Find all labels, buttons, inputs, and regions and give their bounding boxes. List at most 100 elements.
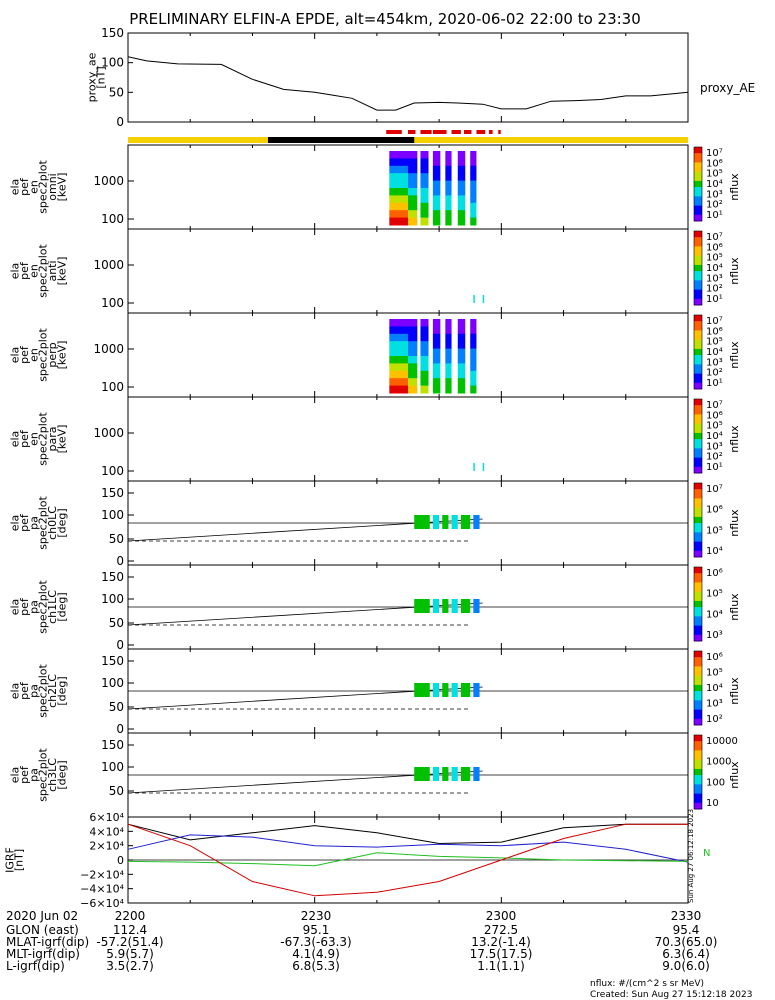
- colorbar-segment: [694, 268, 702, 272]
- spectrogram-cell: [432, 151, 441, 159]
- spectrogram-cell: [389, 363, 408, 372]
- colorbar-segment: [694, 184, 702, 188]
- colorbar-tick-label: 10²: [706, 452, 723, 463]
- colorbar-segment: [694, 252, 702, 257]
- spectrogram-cell: [445, 370, 452, 379]
- y-axis-label-line: [deg]: [56, 592, 69, 621]
- y-axis-label-line: [keV]: [56, 257, 69, 286]
- colorbar-segment: [694, 469, 702, 474]
- panel-frame: [127, 228, 689, 314]
- spectrogram-panel: elapefpaspec2plotch2LC[deg] 150 100 50 0 10⁶ 1…: [9, 648, 741, 736]
- y-axis-label-line: IGRF: [3, 847, 16, 873]
- colorbar-tick-label: 10⁶: [706, 242, 723, 253]
- spectrogram-cell: [442, 767, 449, 781]
- colorbar-segment: [694, 504, 702, 509]
- y-axis-label-line: pef: [18, 345, 31, 364]
- colorbar-frame: [693, 314, 703, 390]
- colorbar-segment: [694, 361, 702, 365]
- colorbar-frame: [693, 482, 703, 558]
- y-axis-label-line: pa: [27, 768, 40, 782]
- y-axis-label-line: ela: [9, 179, 22, 196]
- spectrogram-cell: [445, 188, 452, 196]
- colorbar-segment: [694, 339, 702, 344]
- footer-row: 2020 Jun 02 2200 2230 2300 2330: [6, 909, 701, 923]
- y-axis-label-line: ch2LC: [46, 674, 59, 708]
- colorbar-label: nflux: [728, 173, 741, 201]
- colorbar-segment: [694, 570, 702, 574]
- spectrogram-panel: elapefenspec2plotanti[keV] 100010010⁷10⁶1…: [9, 228, 741, 314]
- colorbar-segment: [694, 778, 702, 782]
- colorbar-segment: [694, 292, 702, 297]
- colorbar-segment: [694, 498, 702, 502]
- y-axis-label: elapefpaspec2plotch0LC[deg]: [9, 496, 69, 550]
- y-tick-label: 50: [109, 616, 124, 630]
- spectrogram-cell: [408, 195, 418, 204]
- spectrogram-cell: [420, 195, 429, 204]
- colorbar-segment: [694, 762, 702, 767]
- colorbar-tick-label: 10⁶: [706, 652, 723, 663]
- colorbar-segment: [694, 520, 702, 524]
- colorbar-tick-label: 10⁷: [706, 148, 723, 159]
- colorbar-tick-label: 10⁵: [706, 525, 723, 536]
- colorbar-tick-label: 10⁴: [706, 431, 723, 442]
- red-mark: [432, 130, 447, 134]
- colorbar-segment: [694, 483, 702, 487]
- spectrogram-cell: [408, 151, 418, 159]
- colorbar-segment: [694, 523, 702, 527]
- spectrogram-cell: [408, 217, 418, 226]
- y-tick-label: 50: [109, 700, 124, 714]
- y-axis-label-line: pef: [18, 765, 31, 784]
- spectrogram-cell: [420, 378, 429, 387]
- colorbar-segment: [694, 507, 702, 512]
- colorbar-segment: [694, 538, 702, 543]
- y-tick-label: 0: [116, 115, 124, 129]
- colorbar-segment: [694, 691, 702, 695]
- colorbar-segment: [694, 718, 702, 723]
- spectrogram-cell: [445, 158, 452, 167]
- colorbar-segment: [694, 579, 702, 583]
- spectrogram-cell: [420, 188, 429, 196]
- y-tick-label: 0: [117, 854, 124, 867]
- spectrogram-cell: [457, 378, 466, 387]
- colorbar-label: nflux: [728, 257, 741, 285]
- colorbar-segment: [694, 594, 702, 599]
- colorbar-segment: [694, 513, 702, 518]
- y-tick-label: 150: [101, 570, 124, 584]
- colorbar-segment: [694, 190, 702, 194]
- spectrogram-cell: [445, 319, 452, 327]
- spectrogram-cell: [457, 165, 466, 174]
- colorbar-segment: [694, 423, 702, 428]
- colorbar-segment: [694, 405, 702, 409]
- spectrogram-cell: [457, 341, 466, 350]
- spectrogram-panel: elapefpaspec2plotch3LC[deg] 150 100 50 10000…: [9, 732, 741, 818]
- footer-value: 70.3(65.0): [655, 935, 718, 949]
- spectrogram-cell: [457, 195, 466, 204]
- spectrogram-cell: [445, 378, 452, 387]
- colorbar-segment: [694, 544, 702, 549]
- spectrogram-cell: [445, 217, 452, 226]
- spectrogram-cell: [420, 158, 429, 167]
- y-axis-label-line: spec2plot: [37, 244, 50, 298]
- colorbar-segment: [694, 516, 702, 521]
- y-axis-label-line: spec2plot: [37, 496, 50, 550]
- y-axis-label-line: ch3LC: [46, 758, 59, 792]
- colorbar-tick-label: 10²: [706, 714, 723, 725]
- y-axis-label-line: ela: [9, 263, 22, 280]
- spectrogram-cell: [389, 348, 408, 357]
- red-mark: [488, 130, 493, 134]
- footer-value: 95.4: [673, 923, 700, 937]
- y-axis-label-line: [nT]: [13, 849, 26, 871]
- colorbar-segment: [694, 231, 702, 235]
- y-tick-label: 100: [101, 592, 124, 606]
- spectrogram-cell: [420, 319, 429, 327]
- spectrogram-cell: [457, 158, 466, 167]
- colorbar-segment: [694, 358, 702, 362]
- spectrogram-cell: [420, 202, 429, 211]
- colorbar-segment: [694, 715, 702, 720]
- spectrogram-cell: [442, 683, 449, 697]
- spectrogram-cell: [408, 378, 418, 387]
- colorbar-frame: [693, 734, 703, 810]
- colorbar-tick-label: 10⁴: [706, 263, 723, 274]
- colorbar-segment: [694, 333, 702, 338]
- colorbar-segment: [694, 168, 702, 173]
